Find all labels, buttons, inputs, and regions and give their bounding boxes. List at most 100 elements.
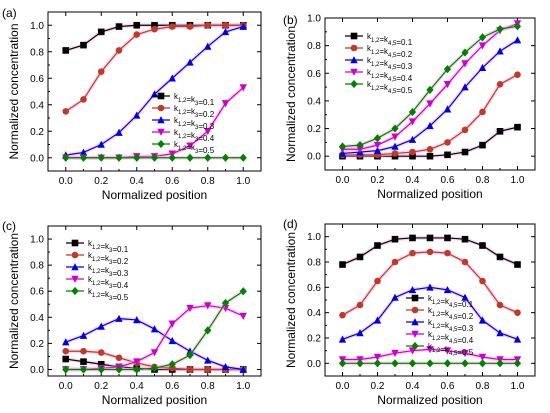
x-tick-label: 0.8: [476, 175, 490, 186]
data-point: [133, 365, 141, 374]
data-point: [461, 148, 469, 156]
data-point: [239, 84, 247, 92]
data-point: [186, 23, 194, 30]
data-point: [461, 258, 469, 266]
data-point: [168, 153, 176, 162]
data-point: [514, 123, 521, 131]
data-point: [62, 108, 70, 115]
data-point: [151, 21, 158, 29]
legend-marker: [157, 104, 165, 112]
data-point: [97, 365, 105, 374]
data-point: [374, 242, 381, 249]
data-point: [478, 63, 487, 72]
data-point: [221, 100, 230, 108]
data-point: [373, 134, 382, 143]
x-axis-label: Normalized position: [102, 188, 207, 202]
data-point: [338, 142, 347, 151]
panel-label: (a): [2, 6, 17, 20]
legend-label: k1,2=k4,5=0.5: [428, 342, 474, 357]
data-point: [186, 351, 194, 360]
data-point: [391, 235, 399, 243]
data-point: [356, 329, 364, 337]
data-point: [80, 41, 87, 49]
data-point: [356, 145, 364, 154]
legend-marker: [157, 92, 165, 100]
data-point: [168, 360, 176, 369]
legend-marker: [157, 128, 165, 136]
y-tick-label: 0.8: [307, 258, 321, 269]
data-point: [150, 153, 159, 162]
data-point: [221, 27, 230, 36]
x-tick-label: 0.4: [130, 176, 144, 187]
y-tick-label: 0.2: [30, 127, 44, 138]
data-point: [443, 359, 452, 368]
data-point: [97, 360, 105, 368]
data-point: [461, 293, 469, 301]
x-axis-label: Normalized position: [377, 187, 482, 201]
data-point: [80, 358, 87, 365]
y-tick-label: 0.8: [30, 261, 44, 272]
legend-marker: [71, 239, 79, 247]
y-tick-label: 0.8: [307, 41, 321, 52]
y-axis-label: Normalized concentration: [7, 23, 21, 159]
data-point: [168, 23, 176, 30]
data-point: [391, 133, 399, 141]
data-point: [391, 349, 399, 358]
data-point: [391, 124, 399, 133]
data-point: [97, 153, 105, 162]
data-point: [186, 304, 194, 313]
data-point: [97, 68, 105, 75]
data-point: [239, 22, 247, 30]
legend-label: k1,2=k3=0.2: [88, 251, 129, 266]
x-tick-label: 0.0: [336, 381, 350, 392]
data-point: [373, 353, 382, 361]
legend-label: k1,2=k4,5=0.1: [367, 32, 413, 47]
data-point: [79, 153, 88, 162]
data-point: [426, 346, 434, 354]
data-point: [356, 301, 364, 309]
legend-marker: [350, 44, 358, 52]
data-point: [461, 349, 469, 358]
data-point: [496, 329, 504, 337]
y-tick-label: 1.0: [307, 14, 321, 25]
y-tick-label: 0.0: [307, 359, 321, 370]
data-point: [79, 365, 88, 374]
data-point: [168, 320, 176, 328]
data-point: [133, 111, 141, 119]
data-point: [79, 148, 88, 156]
legend-marker: [71, 263, 79, 271]
data-point: [479, 141, 486, 149]
data-point: [513, 335, 522, 343]
y-tick-label: 0.0: [30, 365, 44, 376]
data-point: [239, 312, 247, 320]
data-point: [97, 349, 105, 356]
data-point: [62, 355, 70, 363]
data-point: [496, 47, 504, 55]
data-point: [496, 301, 504, 309]
data-point: [391, 258, 399, 266]
legend-label: k1,2=k3=0.4: [174, 128, 215, 143]
data-point: [409, 148, 416, 156]
data-point: [97, 140, 105, 148]
data-point: [478, 353, 487, 361]
data-point: [168, 74, 176, 82]
y-tick-label: 0.6: [307, 283, 321, 294]
data-point: [461, 48, 469, 57]
data-point: [115, 153, 123, 162]
data-point: [339, 261, 346, 268]
data-point: [408, 285, 417, 294]
y-tick-label: 0.8: [30, 47, 44, 58]
data-point: [426, 248, 434, 256]
y-axis-label: Normalized concentration: [7, 233, 21, 369]
data-point: [62, 365, 70, 374]
data-point: [204, 302, 212, 310]
data-point: [204, 127, 212, 136]
x-tick-label: 1.0: [236, 381, 250, 392]
x-tick-label: 0.2: [94, 176, 108, 187]
y-axis-label: Normalized concentration: [284, 232, 298, 368]
data-point: [356, 253, 364, 261]
data-point: [391, 293, 399, 301]
y-tick-label: 0.0: [307, 152, 321, 163]
data-point: [409, 234, 416, 242]
data-point: [496, 128, 504, 135]
